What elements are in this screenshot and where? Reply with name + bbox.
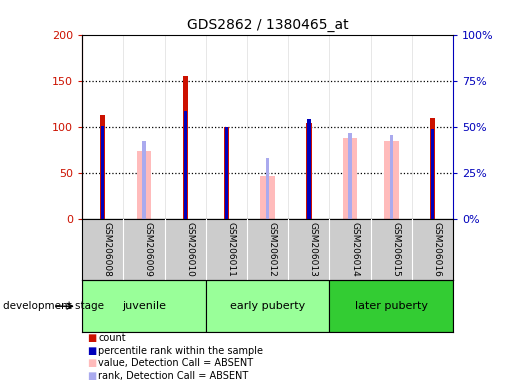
Text: GSM206012: GSM206012 xyxy=(268,222,277,277)
Bar xyxy=(101,126,104,219)
Bar xyxy=(348,133,352,219)
Bar xyxy=(100,115,105,219)
Text: GSM206013: GSM206013 xyxy=(309,222,318,277)
Text: GSM206009: GSM206009 xyxy=(144,222,153,277)
Bar xyxy=(225,127,228,219)
Text: ■: ■ xyxy=(87,346,96,356)
Text: ■: ■ xyxy=(87,358,96,368)
Bar xyxy=(306,123,312,219)
Bar xyxy=(143,141,146,219)
Text: later puberty: later puberty xyxy=(355,301,428,311)
Bar xyxy=(390,135,393,219)
Bar xyxy=(182,76,188,219)
Text: percentile rank within the sample: percentile rank within the sample xyxy=(98,346,263,356)
Bar xyxy=(183,111,187,219)
Text: GSM206010: GSM206010 xyxy=(185,222,194,277)
Bar xyxy=(431,129,434,219)
Bar xyxy=(260,177,275,219)
Bar xyxy=(266,158,269,219)
Text: ■: ■ xyxy=(87,333,96,343)
Text: early puberty: early puberty xyxy=(230,301,305,311)
Text: ■: ■ xyxy=(87,371,96,381)
Bar xyxy=(224,127,229,219)
Text: GSM206015: GSM206015 xyxy=(391,222,400,277)
Text: value, Detection Call = ABSENT: value, Detection Call = ABSENT xyxy=(98,358,253,368)
Bar xyxy=(307,119,311,219)
Text: rank, Detection Call = ABSENT: rank, Detection Call = ABSENT xyxy=(98,371,248,381)
Text: GSM206011: GSM206011 xyxy=(226,222,235,277)
Text: development stage: development stage xyxy=(3,301,104,311)
Text: juvenile: juvenile xyxy=(122,301,166,311)
Bar xyxy=(206,280,330,332)
Text: GSM206016: GSM206016 xyxy=(432,222,441,277)
Bar xyxy=(330,280,453,332)
Bar xyxy=(430,118,435,219)
Bar xyxy=(384,141,399,219)
Text: GSM206014: GSM206014 xyxy=(350,222,359,277)
Text: GSM206008: GSM206008 xyxy=(103,222,112,277)
Bar xyxy=(137,151,151,219)
Title: GDS2862 / 1380465_at: GDS2862 / 1380465_at xyxy=(187,18,348,32)
Text: count: count xyxy=(98,333,126,343)
Bar xyxy=(343,138,357,219)
Bar xyxy=(82,280,206,332)
